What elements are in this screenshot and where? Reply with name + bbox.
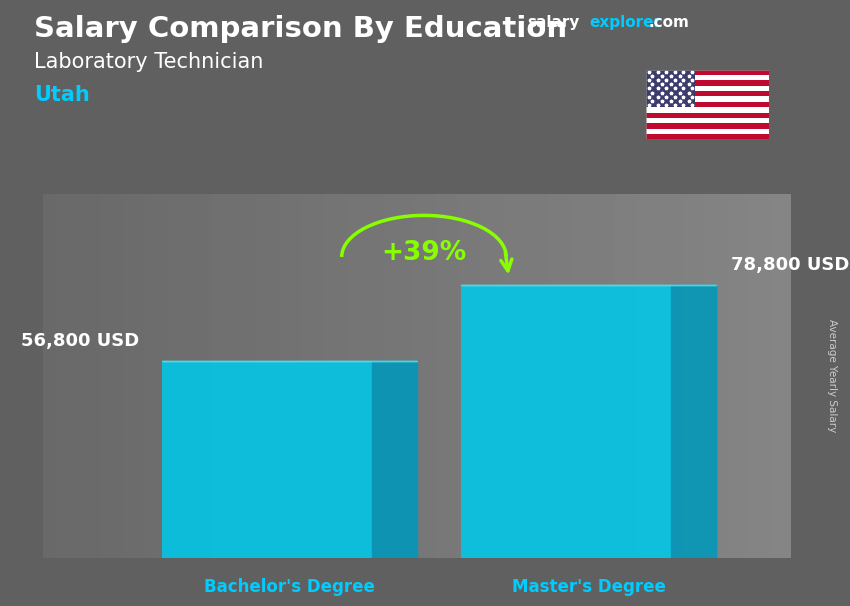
Bar bbox=[646, 128, 769, 134]
Bar bbox=[646, 107, 769, 113]
Bar bbox=[646, 86, 769, 91]
Bar bbox=[646, 113, 769, 118]
Bar bbox=[162, 361, 371, 558]
Polygon shape bbox=[671, 285, 716, 558]
Text: Bachelor's Degree: Bachelor's Degree bbox=[204, 578, 375, 596]
Text: +39%: +39% bbox=[382, 240, 467, 266]
Bar bbox=[646, 123, 769, 128]
Bar bbox=[646, 91, 769, 96]
Text: Laboratory Technician: Laboratory Technician bbox=[34, 52, 264, 72]
Bar bbox=[646, 96, 769, 102]
Text: Master's Degree: Master's Degree bbox=[512, 578, 666, 596]
Bar bbox=[646, 70, 769, 75]
Bar bbox=[646, 75, 769, 81]
Bar bbox=[646, 118, 769, 123]
Bar bbox=[646, 70, 695, 107]
Text: 56,800 USD: 56,800 USD bbox=[21, 333, 139, 350]
Text: Average Yearly Salary: Average Yearly Salary bbox=[827, 319, 837, 432]
Text: Salary Comparison By Education: Salary Comparison By Education bbox=[34, 15, 567, 43]
Bar bbox=[646, 134, 769, 139]
Bar bbox=[646, 102, 769, 107]
Text: salary: salary bbox=[527, 15, 580, 30]
Text: .com: .com bbox=[649, 15, 689, 30]
Polygon shape bbox=[371, 361, 416, 558]
Text: explorer: explorer bbox=[589, 15, 661, 30]
Text: 78,800 USD: 78,800 USD bbox=[731, 256, 849, 275]
Bar bbox=[646, 81, 769, 86]
Bar bbox=[462, 285, 671, 558]
Text: Utah: Utah bbox=[34, 85, 90, 105]
